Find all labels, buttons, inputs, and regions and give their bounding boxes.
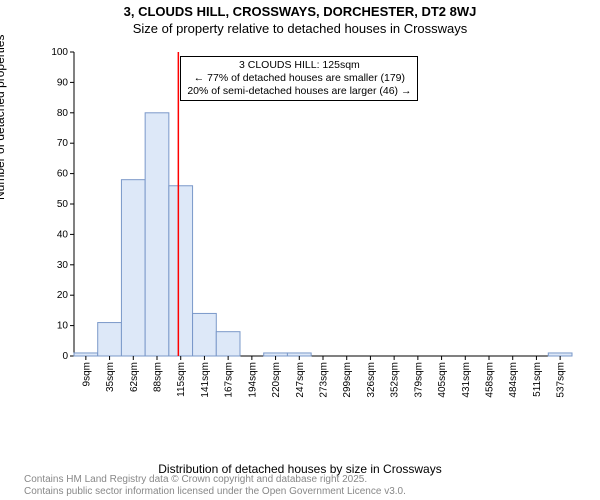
plot-area: 0 10 20 30 40 50 60 70 80 90 100 9sqm 35sqm 62sqm 88sq…: [44, 46, 582, 416]
page-title-address: 3, CLOUDS HILL, CROSSWAYS, DORCHESTER, D…: [0, 0, 600, 19]
svg-text:60: 60: [57, 169, 69, 180]
svg-text:80: 80: [57, 108, 69, 119]
svg-text:115sqm: 115sqm: [176, 362, 187, 397]
footer-attribution: Contains HM Land Registry data © Crown c…: [24, 474, 406, 498]
svg-text:30: 30: [57, 260, 69, 271]
svg-text:88sqm: 88sqm: [153, 362, 164, 392]
annotation-box: 3 CLOUDS HILL: 125sqm ← 77% of detached …: [180, 56, 418, 101]
svg-text:326sqm: 326sqm: [366, 362, 377, 398]
svg-text:62sqm: 62sqm: [129, 362, 140, 392]
svg-text:167sqm: 167sqm: [224, 362, 235, 398]
svg-text:35sqm: 35sqm: [105, 362, 116, 392]
svg-text:220sqm: 220sqm: [271, 362, 282, 398]
svg-text:90: 90: [57, 77, 69, 88]
svg-text:0: 0: [62, 351, 68, 362]
svg-text:511sqm: 511sqm: [532, 362, 543, 397]
svg-text:141sqm: 141sqm: [200, 362, 211, 398]
y-axis-label: Number of detached properties: [0, 35, 7, 200]
annotation-line2: ← 77% of detached houses are smaller (17…: [187, 72, 411, 85]
chart-container: 3, CLOUDS HILL, CROSSWAYS, DORCHESTER, D…: [0, 0, 600, 500]
svg-text:405sqm: 405sqm: [437, 362, 448, 398]
page-subtitle: Size of property relative to detached ho…: [0, 19, 600, 36]
svg-text:273sqm: 273sqm: [319, 362, 330, 398]
svg-text:379sqm: 379sqm: [413, 362, 424, 398]
footer-line1: Contains HM Land Registry data © Crown c…: [24, 474, 406, 486]
footer-line2: Contains public sector information licen…: [24, 486, 406, 498]
svg-text:194sqm: 194sqm: [247, 362, 258, 398]
histogram-svg: 0 10 20 30 40 50 60 70 80 90 100 9sqm 35sqm 62sqm 88sq…: [44, 46, 582, 416]
svg-text:352sqm: 352sqm: [390, 362, 401, 398]
svg-text:9sqm: 9sqm: [81, 362, 92, 386]
svg-text:458sqm: 458sqm: [485, 362, 496, 398]
annotation-line1: 3 CLOUDS HILL: 125sqm: [187, 59, 411, 72]
svg-text:10: 10: [57, 321, 69, 332]
svg-text:484sqm: 484sqm: [508, 362, 519, 398]
svg-text:537sqm: 537sqm: [556, 362, 567, 398]
svg-text:50: 50: [57, 199, 69, 210]
svg-text:70: 70: [57, 138, 69, 149]
annotation-line3: 20% of semi-detached houses are larger (…: [187, 85, 411, 98]
svg-text:431sqm: 431sqm: [461, 362, 472, 398]
svg-text:299sqm: 299sqm: [342, 362, 353, 398]
svg-text:40: 40: [57, 229, 69, 240]
svg-text:20: 20: [57, 290, 69, 301]
svg-text:100: 100: [51, 47, 68, 58]
svg-text:247sqm: 247sqm: [295, 362, 306, 398]
